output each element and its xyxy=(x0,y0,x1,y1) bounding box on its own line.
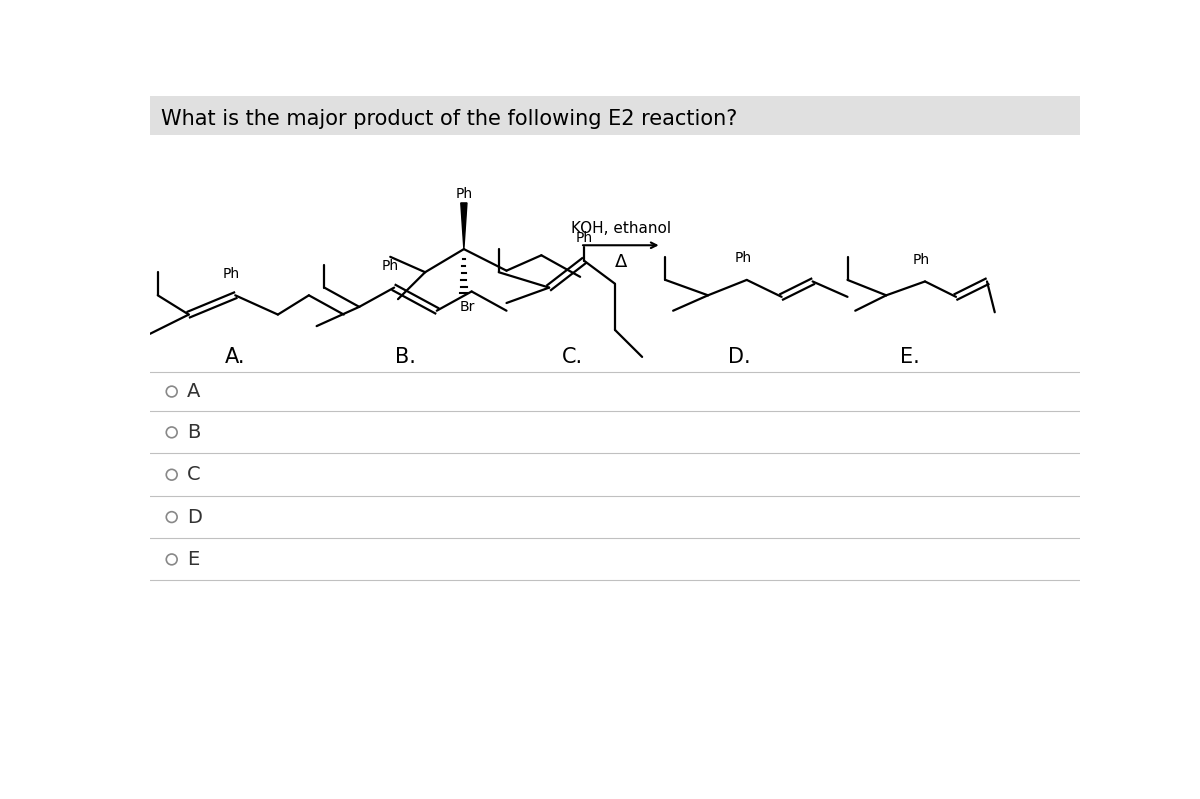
Text: Ph: Ph xyxy=(455,187,473,201)
FancyBboxPatch shape xyxy=(150,95,1080,135)
Text: A: A xyxy=(187,382,200,401)
Text: C: C xyxy=(187,465,200,484)
Polygon shape xyxy=(461,203,467,249)
Text: Ph: Ph xyxy=(576,231,593,244)
Text: C.: C. xyxy=(562,347,583,367)
Text: E.: E. xyxy=(900,347,919,367)
Text: Ph: Ph xyxy=(734,252,751,265)
Text: Ph: Ph xyxy=(382,259,398,273)
Text: B.: B. xyxy=(395,347,416,367)
Text: A.: A. xyxy=(226,347,246,367)
Text: Br: Br xyxy=(460,300,475,314)
Text: What is the major product of the following E2 reaction?: What is the major product of the followi… xyxy=(161,109,737,129)
Text: D.: D. xyxy=(727,347,750,367)
Text: B: B xyxy=(187,423,200,442)
Text: Ph: Ph xyxy=(912,253,930,267)
Text: Δ: Δ xyxy=(614,253,628,271)
Text: Ph: Ph xyxy=(223,267,240,280)
Text: KOH, ethanol: KOH, ethanol xyxy=(571,221,671,236)
Text: E: E xyxy=(187,550,199,569)
Text: D: D xyxy=(187,507,202,527)
